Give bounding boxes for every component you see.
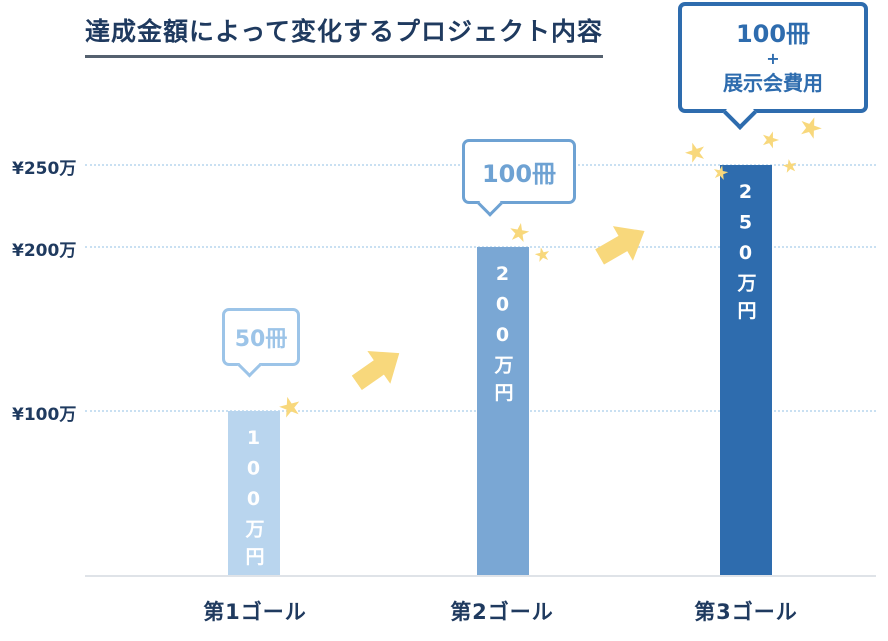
chart-title: 達成金額によって変化するプロジェクト内容 xyxy=(85,12,604,58)
bubble-text: 展示会費用 xyxy=(723,70,823,95)
y-axis-tick-label: ¥100万 xyxy=(12,405,77,425)
up-right-arrow-icon xyxy=(345,337,411,400)
x-axis-label-goal-2: 第2ゴール xyxy=(450,600,554,624)
x-axis-label-goal-3: 第3ゴール xyxy=(694,600,798,624)
bar-value-label: 100万円 xyxy=(242,427,265,574)
star-icon: ★ xyxy=(531,242,554,268)
star-icon: ★ xyxy=(793,107,829,148)
speech-bubble-goal-1: 50冊 xyxy=(222,308,300,378)
bar-goal-3: 250万円 xyxy=(720,165,772,575)
bar-goal-2: 200万円 xyxy=(477,247,529,575)
bubble-tail xyxy=(237,353,262,378)
bubble-text-plus: + xyxy=(766,48,780,68)
speech-bubble-goal-3: 100冊 + 展示会費用 xyxy=(678,2,868,130)
x-axis-baseline xyxy=(85,575,876,577)
bubble-tail xyxy=(723,96,757,130)
up-right-arrow-icon xyxy=(589,214,654,275)
star-icon: ★ xyxy=(756,125,784,156)
bubble-tail xyxy=(477,191,503,217)
star-icon: ★ xyxy=(505,216,533,249)
bubble-text: 100冊 xyxy=(735,19,811,48)
y-axis-tick-label: ¥250万 xyxy=(12,159,77,179)
bar-value-label: 250万円 xyxy=(734,181,757,328)
bar-value-label: 200万円 xyxy=(491,263,514,410)
bar-goal-1: 100万円 xyxy=(228,411,280,575)
bubble-text: 100冊 xyxy=(481,160,557,188)
speech-bubble-goal-2: 100冊 xyxy=(462,139,576,217)
y-axis-tick-label: ¥200万 xyxy=(12,241,77,261)
x-axis-label-goal-1: 第1ゴール xyxy=(203,600,307,624)
bubble-text: 50冊 xyxy=(234,327,288,352)
star-icon: ★ xyxy=(780,154,800,179)
